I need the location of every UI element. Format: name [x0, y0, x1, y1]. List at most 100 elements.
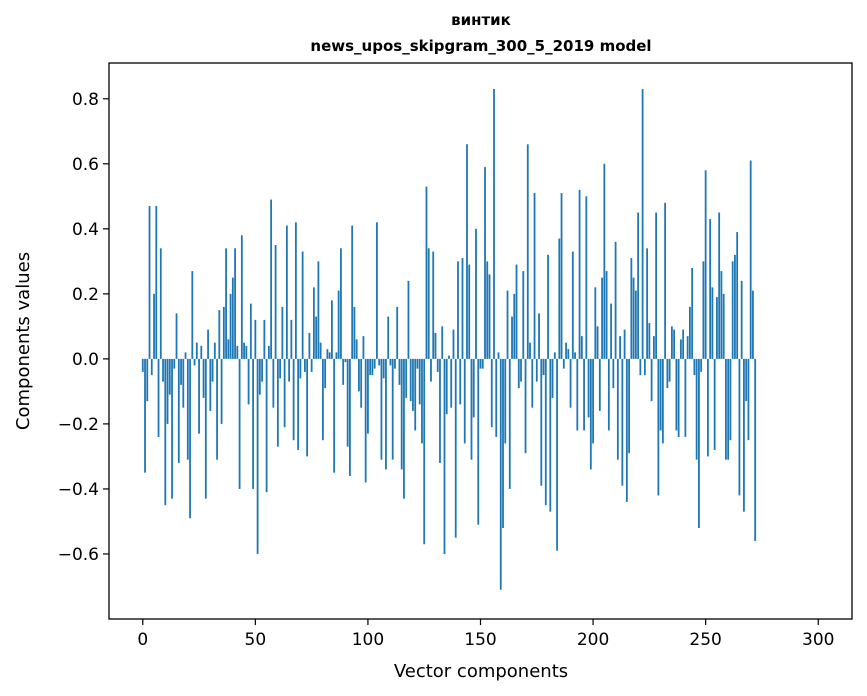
bar-component-128 — [430, 358, 432, 382]
bar-component-27 — [202, 358, 205, 398]
bar-component-160 — [502, 358, 504, 528]
bar-component-148 — [475, 228, 477, 359]
bar-component-57 — [270, 199, 273, 359]
bar-component-48 — [249, 303, 252, 359]
bar-component-199 — [589, 358, 592, 470]
bar-component-235 — [670, 326, 673, 359]
bar-component-236 — [673, 329, 676, 359]
bar-component-55 — [265, 358, 268, 493]
bar-component-238 — [677, 358, 680, 437]
bar-component-127 — [427, 248, 430, 359]
bar-component-97 — [360, 358, 363, 408]
bar-component-228 — [655, 212, 658, 359]
bar-component-29 — [207, 329, 209, 359]
x-tick-label: 150 — [464, 630, 496, 650]
bar-component-94 — [353, 306, 356, 359]
bar-component-154 — [488, 274, 491, 359]
bar-component-185 — [558, 238, 561, 359]
bar-component-264 — [736, 232, 739, 359]
bar-component-83 — [328, 352, 331, 359]
bar-component-167 — [517, 358, 520, 389]
x-tick-label: 250 — [689, 630, 721, 650]
bar-component-140 — [457, 261, 459, 359]
bar-component-144 — [466, 144, 468, 359]
bar-component-175 — [535, 358, 538, 382]
bar-component-20 — [186, 358, 189, 460]
bar-component-211 — [616, 358, 619, 460]
x-tick-label: 300 — [802, 630, 834, 650]
bar-component-42 — [236, 345, 239, 359]
bar-component-254 — [713, 358, 716, 450]
bar-component-204 — [601, 277, 603, 359]
bar-component-39 — [229, 293, 232, 359]
y-axis-title: Components values — [13, 252, 34, 430]
bar-component-108 — [385, 358, 387, 470]
bar-component-0 — [141, 358, 144, 372]
bar-component-219 — [634, 290, 637, 359]
bar-component-78 — [317, 261, 320, 359]
bar-component-14 — [173, 358, 176, 369]
bar-component-203 — [598, 358, 601, 411]
bar-component-216 — [628, 358, 630, 454]
bar-component-269 — [747, 358, 750, 441]
bar-component-24 — [195, 342, 198, 359]
bar-component-240 — [682, 329, 685, 359]
bar-component-165 — [513, 293, 516, 359]
bar-component-202 — [596, 326, 599, 359]
bar-component-110 — [389, 358, 392, 366]
bar-component-139 — [454, 358, 457, 538]
bar-component-91 — [346, 358, 349, 447]
bar-component-138 — [452, 329, 455, 359]
bar-component-90 — [344, 358, 347, 363]
bar-component-162 — [506, 290, 509, 359]
bar-component-224 — [646, 248, 649, 359]
bar-component-177 — [540, 358, 543, 486]
bar-component-245 — [693, 358, 696, 376]
bar-component-86 — [335, 352, 338, 359]
bar-component-247 — [698, 358, 700, 528]
bar-component-45 — [243, 342, 245, 359]
bar-component-93 — [351, 225, 354, 359]
bar-component-161 — [504, 358, 507, 444]
bar-component-16 — [177, 358, 180, 463]
bar-component-217 — [630, 258, 633, 359]
bar-component-137 — [450, 358, 453, 408]
bar-component-257 — [720, 271, 723, 359]
bar-component-243 — [688, 306, 691, 359]
bar-component-1 — [144, 358, 146, 473]
bar-component-44 — [240, 235, 243, 359]
bar-component-36 — [222, 306, 225, 359]
bar-component-232 — [664, 202, 667, 359]
bar-component-100 — [367, 358, 369, 434]
bar-component-191 — [571, 251, 574, 359]
bar-component-146 — [470, 358, 473, 460]
bar-component-242 — [686, 336, 689, 359]
bar-component-92 — [349, 358, 351, 476]
bar-component-265 — [738, 358, 741, 496]
bar-component-180 — [547, 254, 549, 359]
bar-component-38 — [227, 339, 230, 359]
bar-component-15 — [175, 313, 178, 359]
bar-component-189 — [567, 349, 570, 359]
x-tick-label: 100 — [352, 630, 384, 650]
y-axis-ticks: −0.6 −0.4 −0.2 0.0 0.2 0.4 0.6 0.8 — [58, 90, 109, 565]
bar-component-7 — [157, 358, 160, 437]
bar-component-132 — [439, 358, 441, 463]
bar-component-12 — [168, 358, 171, 395]
bar-component-121 — [414, 358, 417, 431]
bar-component-81 — [324, 358, 327, 389]
bar-component-125 — [423, 358, 426, 545]
y-tick-label: −0.6 — [58, 545, 99, 565]
bar-component-241 — [684, 358, 687, 437]
x-axis-ticks: 0 50 100 150 200 250 300 — [137, 619, 834, 650]
bar-component-230 — [659, 358, 662, 431]
bar-component-9 — [162, 358, 164, 382]
y-tick-label: 0.6 — [72, 155, 99, 175]
bars-layer — [141, 89, 757, 590]
bar-component-26 — [200, 345, 203, 359]
bar-component-208 — [610, 303, 612, 359]
bar-component-51 — [256, 358, 259, 554]
bar-component-142 — [461, 258, 464, 359]
bar-component-117 — [405, 358, 408, 398]
bar-component-270 — [749, 160, 752, 359]
